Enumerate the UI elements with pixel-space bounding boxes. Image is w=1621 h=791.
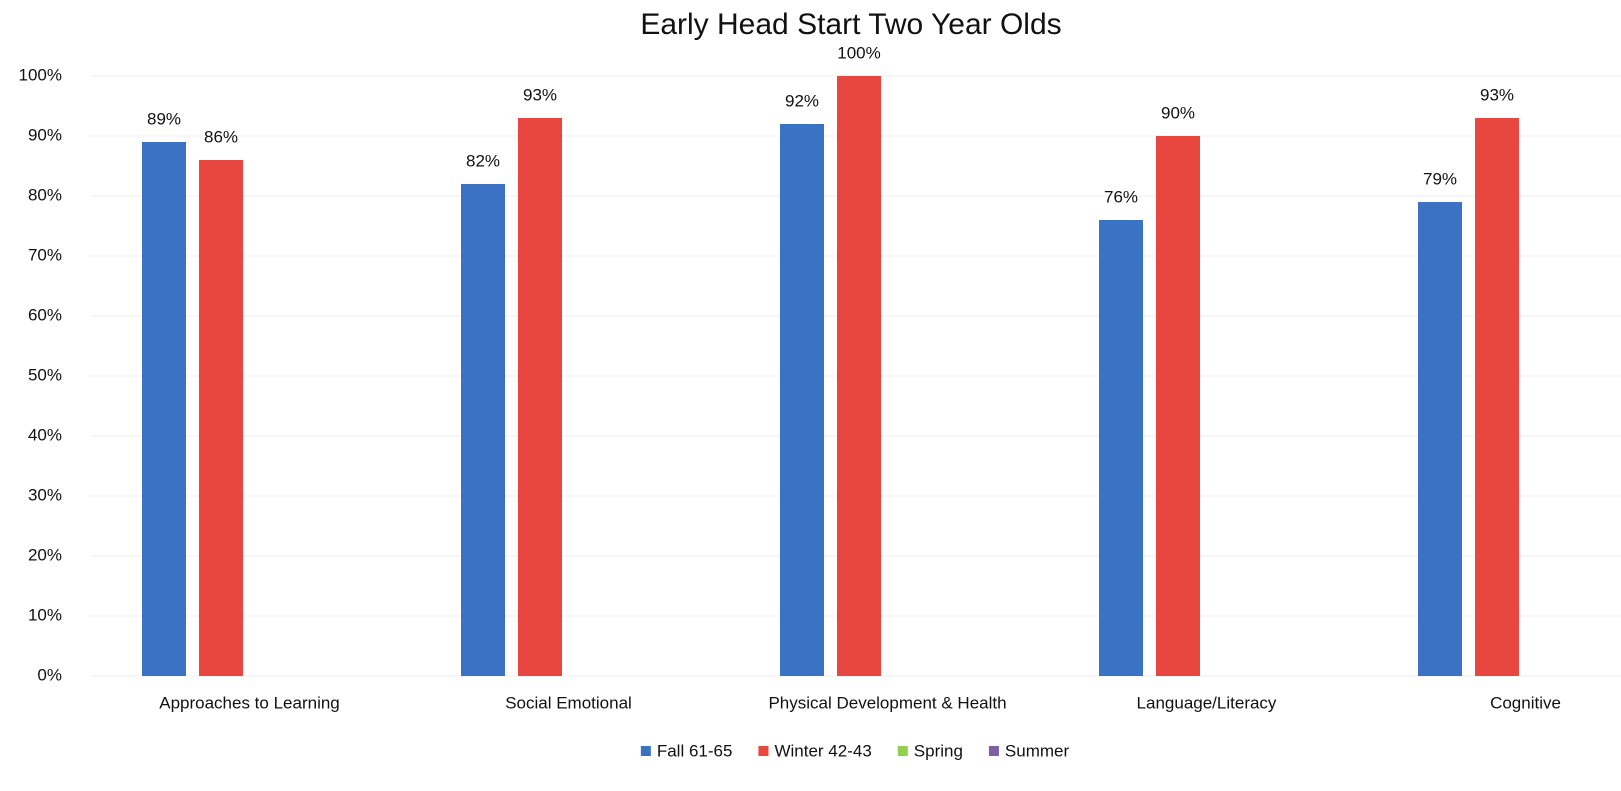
x-tick-label: Cognitive	[1490, 693, 1561, 712]
bar	[837, 76, 881, 676]
x-tick-label: Approaches to Learning	[159, 693, 340, 712]
x-tick-label: Physical Development & Health	[768, 693, 1006, 712]
legend-label: Summer	[1005, 741, 1070, 760]
data-label: 86%	[204, 127, 238, 146]
x-tick-label: Social Emotional	[505, 693, 632, 712]
chart-title: Early Head Start Two Year Olds	[640, 8, 1061, 41]
data-label: 93%	[523, 85, 557, 104]
data-label: 93%	[1480, 85, 1514, 104]
y-tick-label: 60%	[28, 305, 62, 324]
legend-label: Spring	[914, 741, 963, 760]
y-tick-label: 50%	[28, 365, 62, 384]
data-label: 89%	[147, 109, 181, 128]
legend-swatch	[758, 746, 769, 756]
data-label: 76%	[1104, 187, 1138, 206]
bar	[1475, 118, 1519, 676]
y-tick-label: 80%	[28, 185, 62, 204]
y-tick-label: 100%	[19, 65, 62, 84]
y-tick-label: 40%	[28, 425, 62, 444]
legend-swatch	[640, 746, 651, 756]
bar	[1418, 202, 1462, 676]
y-tick-label: 10%	[28, 605, 62, 624]
legend-label: Fall 61-65	[657, 741, 733, 760]
data-label: 79%	[1423, 169, 1457, 188]
y-tick-label: 20%	[28, 545, 62, 564]
legend-swatch	[897, 746, 908, 756]
bar	[461, 184, 505, 676]
data-label: 90%	[1161, 103, 1195, 122]
bar	[142, 142, 186, 676]
bar	[1156, 136, 1200, 676]
y-tick-label: 30%	[28, 485, 62, 504]
y-tick-label: 70%	[28, 245, 62, 264]
x-tick-label: Language/Literacy	[1137, 693, 1277, 712]
data-label: 100%	[837, 43, 880, 62]
legend-swatch	[988, 746, 999, 756]
y-tick-label: 90%	[28, 125, 62, 144]
bar	[199, 160, 243, 676]
bar	[518, 118, 562, 676]
bar	[1099, 220, 1143, 676]
data-label: 92%	[785, 91, 819, 110]
data-label: 82%	[466, 151, 500, 170]
y-tick-label: 0%	[37, 665, 62, 684]
legend-label: Winter 42-43	[774, 741, 871, 760]
bar	[780, 124, 824, 676]
